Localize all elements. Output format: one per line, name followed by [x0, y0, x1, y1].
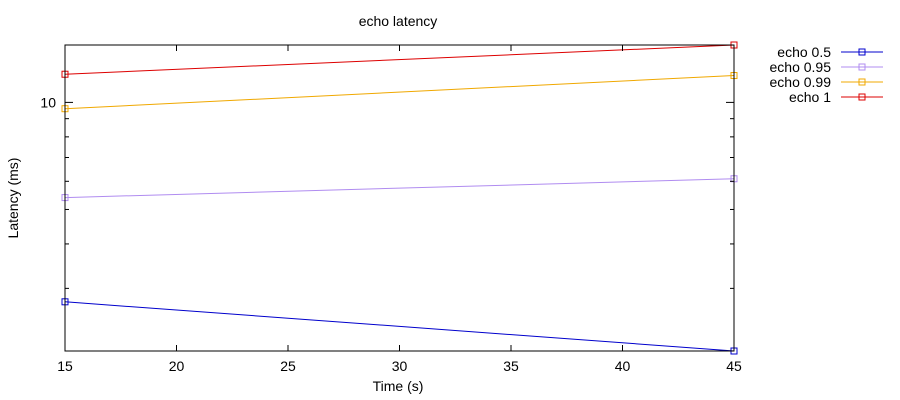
legend-label: echo 0.5 — [777, 44, 831, 60]
series-line — [64, 75, 735, 110]
x-axis-label: Time (s) — [373, 378, 424, 394]
series-line — [64, 301, 735, 352]
x-tick-label: 35 — [503, 358, 519, 374]
series-echo-0-99 — [61, 72, 738, 113]
legend-swatch-marker — [858, 48, 866, 56]
y-tick-label: 10 — [40, 94, 56, 110]
plot-frame — [64, 44, 735, 352]
legend-label: echo 0.95 — [770, 59, 832, 75]
y-axis-label: Latency (ms) — [5, 158, 21, 239]
x-tick-label: 45 — [726, 358, 742, 374]
series-line — [64, 178, 735, 199]
legend-swatch-marker — [858, 63, 866, 71]
legend-label: echo 0.99 — [770, 74, 832, 90]
x-tick-label: 30 — [392, 358, 408, 374]
x-tick-label: 15 — [57, 358, 73, 374]
x-tick-label: 25 — [280, 358, 296, 374]
series-echo-0-95 — [61, 175, 738, 202]
legend-swatch-marker — [858, 78, 866, 86]
x-tick-label: 20 — [169, 358, 185, 374]
legend-swatch-marker — [858, 93, 866, 101]
legend-label: echo 1 — [789, 89, 831, 105]
chart-title: echo latency — [359, 13, 438, 29]
x-tick-label: 40 — [615, 358, 631, 374]
